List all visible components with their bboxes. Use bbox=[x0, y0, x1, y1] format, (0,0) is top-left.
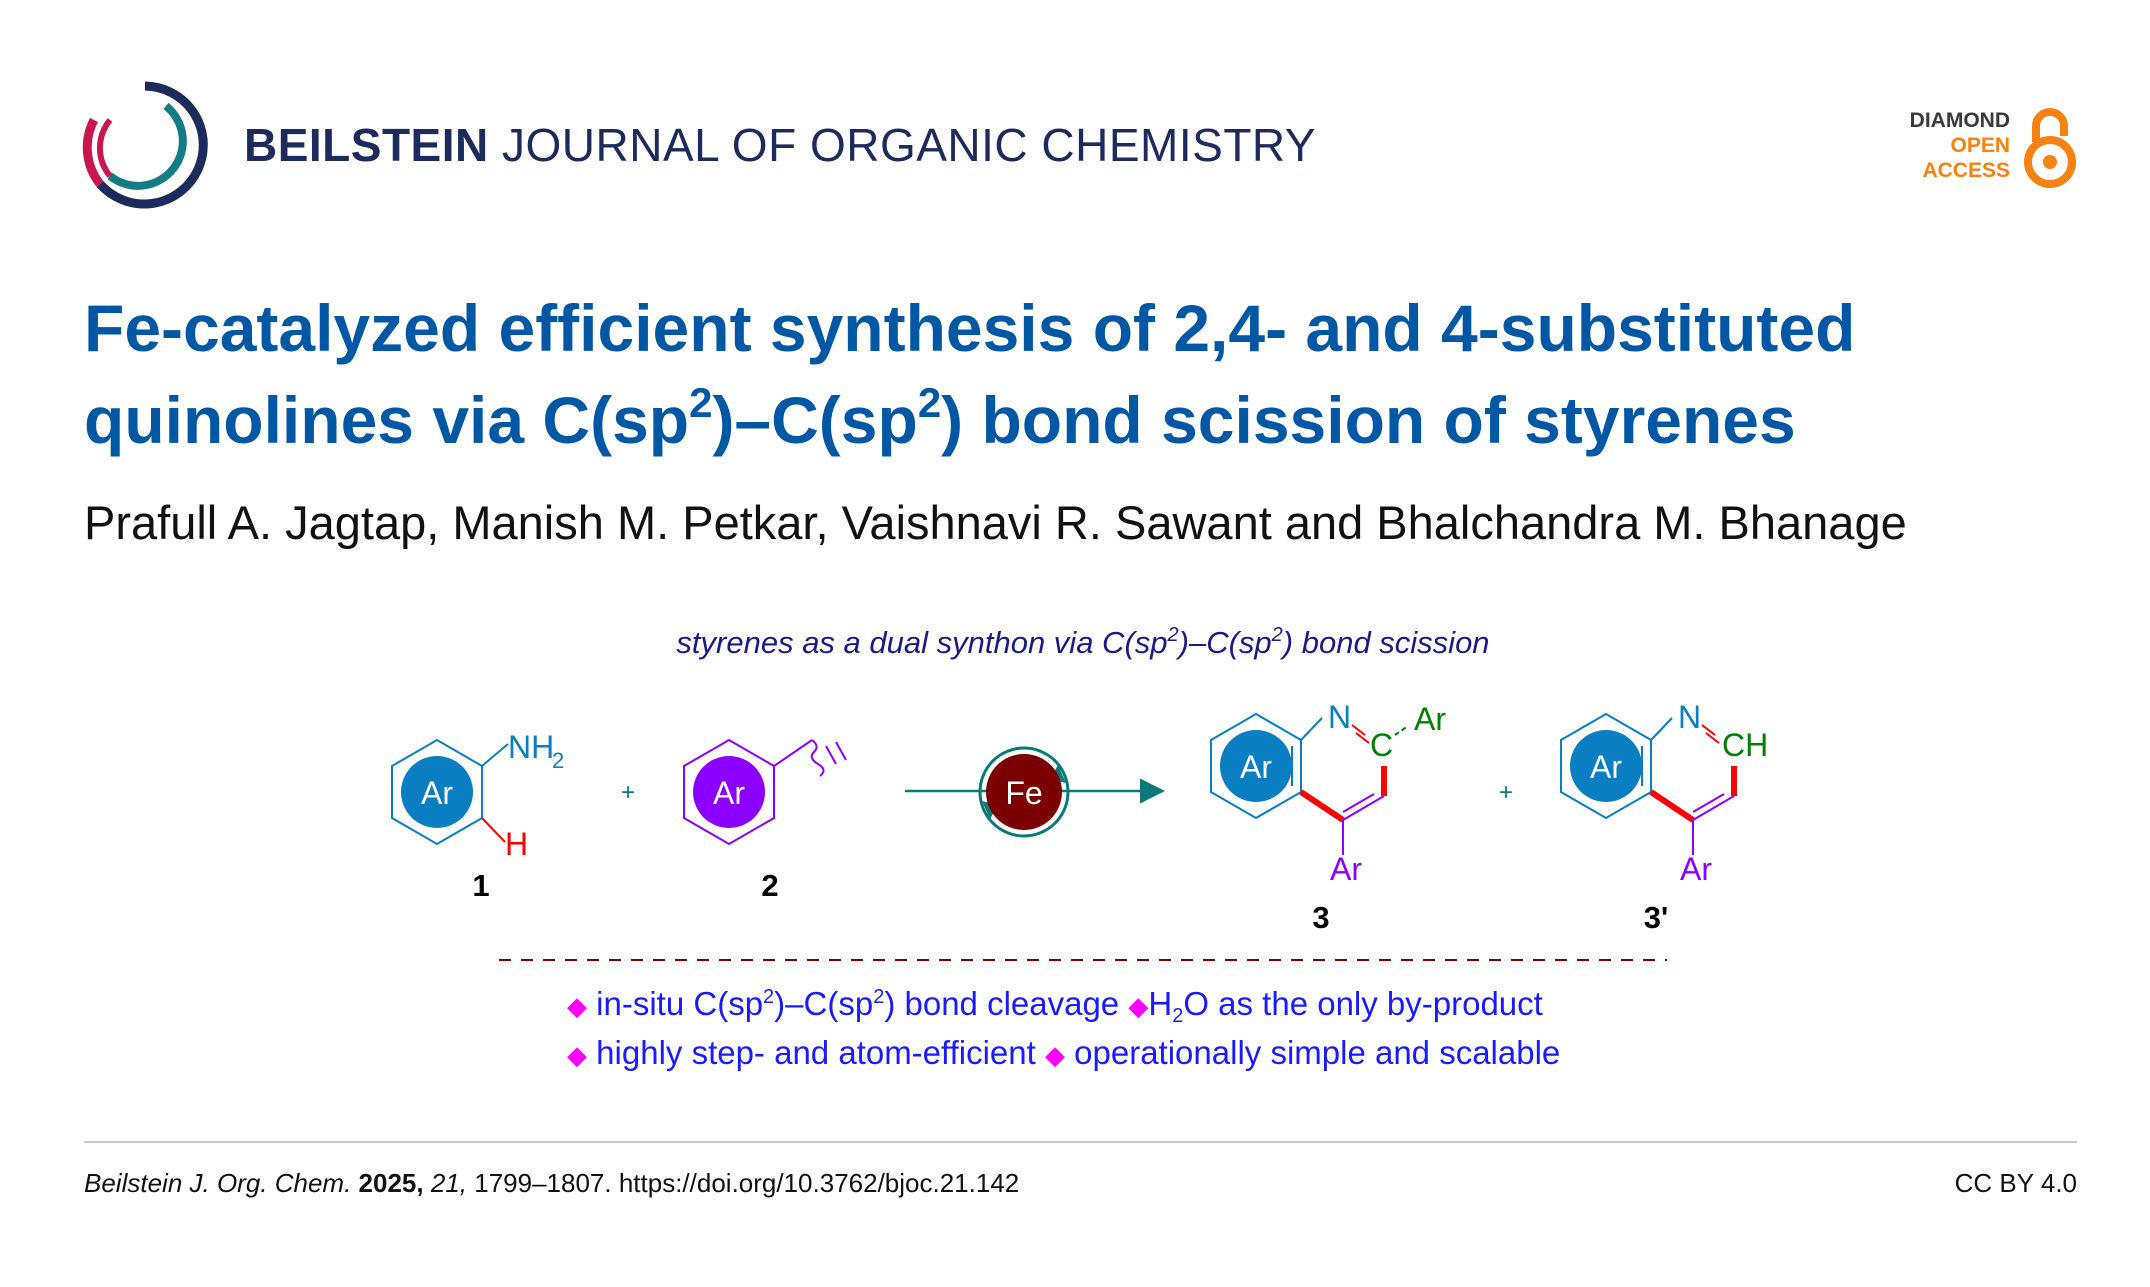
doi-link[interactable]: https://doi.org/10.3762/bjoc.21.142 bbox=[618, 1168, 1020, 1198]
svg-text:Ar: Ar bbox=[1590, 749, 1622, 785]
svg-text:1: 1 bbox=[472, 868, 489, 903]
svg-text:NH: NH bbox=[508, 729, 554, 765]
diamond-open-access-badge: DIAMOND OPEN ACCESS bbox=[1909, 109, 2010, 182]
svg-text:2: 2 bbox=[552, 748, 564, 773]
svg-text:Ar: Ar bbox=[421, 775, 453, 811]
bullet-line-1: ◆ in-situ C(sp2)–C(sp2) bond cleavage ◆H… bbox=[567, 985, 1543, 1027]
plus-sign: + bbox=[1499, 779, 1513, 806]
beilstein-logo bbox=[82, 81, 208, 209]
svg-text:2: 2 bbox=[761, 868, 778, 903]
svg-text:Ar: Ar bbox=[1680, 851, 1712, 887]
open-access-lock-icon bbox=[2024, 108, 2076, 188]
bullet-line-2: ◆ highly step- and atom-efficient ◆ oper… bbox=[567, 1034, 1561, 1071]
svg-text:3: 3 bbox=[1312, 900, 1329, 935]
article-title: Fe-catalyzed efficient synthesis of 2,4-… bbox=[84, 291, 1856, 457]
reaction-arrow: Fe bbox=[905, 746, 1165, 838]
svg-text:3': 3' bbox=[1644, 900, 1669, 935]
svg-text:N: N bbox=[1678, 699, 1701, 735]
svg-text:Ar: Ar bbox=[1240, 749, 1272, 785]
authors: Prafull A. Jagtap, Manish M. Petkar, Vai… bbox=[84, 496, 1907, 549]
license: CC BY 4.0 bbox=[1954, 1168, 2077, 1198]
plus-sign: + bbox=[621, 779, 635, 806]
footer-divider bbox=[84, 1141, 2077, 1143]
svg-text:Fe: Fe bbox=[1005, 775, 1042, 811]
svg-text:Ar: Ar bbox=[713, 775, 745, 811]
svg-text:Ar: Ar bbox=[1414, 701, 1446, 737]
svg-text:C: C bbox=[1370, 727, 1393, 763]
scheme-subtitle: styrenes as a dual synthon via C(sp2)–C(… bbox=[676, 624, 1490, 660]
svg-text:H: H bbox=[505, 826, 528, 862]
compound-2: Ar 2 bbox=[683, 738, 847, 903]
svg-text:Ar: Ar bbox=[1330, 851, 1362, 887]
svg-text:N: N bbox=[1328, 699, 1351, 735]
svg-text:CH: CH bbox=[1722, 727, 1768, 763]
citation: Beilstein J. Org. Chem. 2025, 21, 1799–1… bbox=[84, 1168, 1020, 1198]
compound-1: Ar NH 2 H 1 bbox=[391, 729, 564, 903]
journal-name: BEILSTEIN JOURNAL OF ORGANIC CHEMISTRY bbox=[244, 119, 1316, 171]
compound-3-prime: Ar N CH Ar 3' bbox=[1560, 699, 1768, 935]
compound-3: Ar N C Ar Ar 3 bbox=[1210, 699, 1446, 935]
